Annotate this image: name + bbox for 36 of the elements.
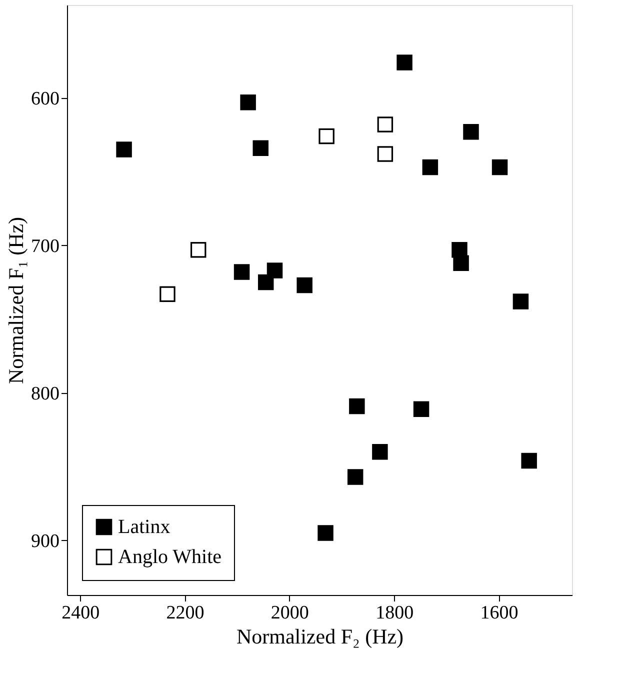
point <box>349 398 365 414</box>
point <box>492 159 508 176</box>
point <box>266 262 283 278</box>
point <box>377 146 394 162</box>
x-tick-label: 2000 <box>270 602 309 624</box>
legend-label: Latinx <box>118 516 170 538</box>
point <box>318 128 334 144</box>
legend-label: Anglo White <box>118 546 222 568</box>
point <box>396 54 412 70</box>
point <box>521 452 537 469</box>
point <box>252 140 268 156</box>
point <box>463 124 479 140</box>
point <box>512 294 529 310</box>
y-tick-label: 800 <box>31 383 60 404</box>
point <box>296 277 312 294</box>
point <box>377 116 394 132</box>
point <box>160 286 176 302</box>
point <box>240 94 256 110</box>
point <box>318 525 334 541</box>
y-tick-label: 600 <box>31 88 60 110</box>
point <box>190 242 206 258</box>
point <box>347 469 364 485</box>
x-axis-title: Normalized F₂ (Hz) <box>236 624 404 648</box>
point <box>453 255 469 271</box>
x-tick-label: 2400 <box>62 602 100 624</box>
point <box>413 401 430 418</box>
x-tick-label: 1800 <box>376 602 414 624</box>
point <box>372 444 388 460</box>
y-tick-label: 900 <box>31 530 60 552</box>
point <box>422 159 438 176</box>
point <box>116 142 132 158</box>
x-tick-label: 1600 <box>480 602 518 624</box>
x-tick-label: 2200 <box>166 602 204 624</box>
point <box>234 264 250 280</box>
y-axis-title: Normalized F₁ (Hz) <box>4 216 28 384</box>
y-tick-label: 700 <box>31 236 60 257</box>
